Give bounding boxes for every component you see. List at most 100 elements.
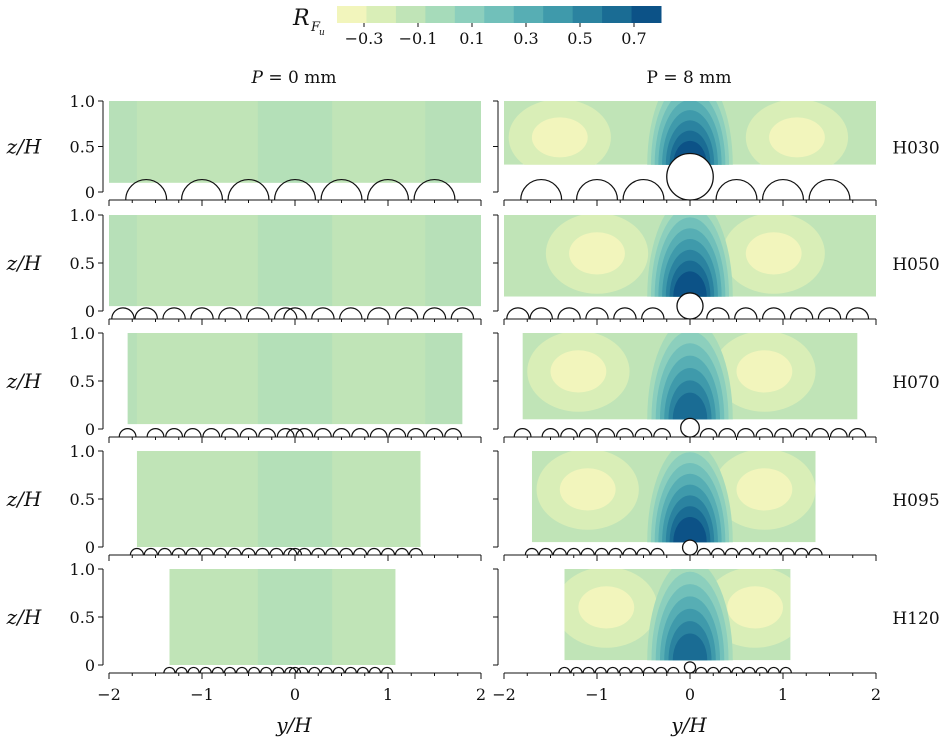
y-axis-label: z/H <box>6 369 42 393</box>
roughness-element <box>706 307 730 320</box>
contour-field <box>564 569 791 661</box>
colorbar-cell <box>484 6 515 23</box>
y-tick-label: 0 <box>85 656 95 675</box>
roughness-element <box>352 547 368 556</box>
roughness-element <box>239 428 258 438</box>
side-lobe-core <box>727 586 783 629</box>
roughness-element <box>129 547 145 556</box>
contour-field <box>109 215 481 307</box>
roughness-element <box>227 178 270 201</box>
roughness-element <box>246 307 270 320</box>
field-band <box>127 333 137 425</box>
roughness-element <box>325 547 340 556</box>
roughness-element <box>366 178 410 201</box>
contour-field <box>109 101 481 183</box>
panel-h120-p0: 0 0.5 1.0 <box>70 560 482 679</box>
roughness-element <box>641 307 665 320</box>
colorbar-cell <box>366 6 397 23</box>
side-lobe-core <box>559 468 616 511</box>
roughness-element <box>255 547 270 556</box>
roughness-element <box>724 547 739 556</box>
roughness-element <box>394 307 419 320</box>
plume-level <box>672 633 708 661</box>
colorbar-tick-label: 0.7 <box>621 29 646 48</box>
roughness-element <box>339 547 354 556</box>
roughness-element <box>774 428 792 438</box>
roughness-element <box>613 307 637 320</box>
roughness-element <box>313 428 332 438</box>
roughness-element <box>667 666 680 674</box>
roughness-element <box>163 666 176 674</box>
roughness-element <box>235 666 249 674</box>
roughness-element <box>211 666 224 674</box>
field-band <box>109 215 137 307</box>
roughness-element <box>297 547 312 556</box>
roughness-element <box>272 666 285 674</box>
plume-level <box>673 517 707 543</box>
roughness-element <box>541 428 560 438</box>
roughness-element <box>808 547 823 556</box>
roughness-element <box>761 178 805 201</box>
roughness-element <box>162 307 186 320</box>
y-tick-label: 1.0 <box>70 560 95 579</box>
side-lobe-core <box>531 117 588 158</box>
field-background <box>169 569 396 665</box>
field-band <box>257 451 333 547</box>
field-band <box>257 101 333 183</box>
y-tick-label: 1.0 <box>70 92 95 111</box>
roughness-element <box>199 547 214 556</box>
roughness-element <box>269 547 284 556</box>
roughness-element <box>422 307 447 320</box>
roughness-element <box>380 666 394 674</box>
x-axis: −2 −1 0 1 2 −2 −1 0 1 2 <box>97 685 881 704</box>
panel-h070-p0: 0 0.5 1.0 <box>70 324 482 443</box>
colorbar-tick-label: 0.1 <box>459 29 484 48</box>
roughness-element <box>761 307 786 320</box>
field-band <box>425 215 481 307</box>
y-axis-label: z/H <box>6 251 42 275</box>
roughness-element <box>356 666 370 674</box>
roughness-element <box>538 547 553 556</box>
y-tick-label: 0 <box>85 420 95 439</box>
colorbar-cell <box>513 6 544 23</box>
roughness-element <box>283 547 298 556</box>
roughness-element <box>654 666 668 674</box>
field-background <box>136 451 421 547</box>
roughness-element <box>444 428 463 438</box>
roughness-element <box>125 178 168 201</box>
x-tick-label: −2 <box>492 685 516 704</box>
roughness-element <box>848 428 867 438</box>
y-tick-label: 0.5 <box>70 138 95 157</box>
side-lobe-core <box>569 232 625 275</box>
roughness-element <box>311 547 326 556</box>
colorbar-cell <box>454 6 485 23</box>
field-band <box>425 333 463 425</box>
roughness-element <box>351 428 370 438</box>
roughness-element <box>580 547 595 556</box>
roughness-element <box>187 666 200 674</box>
roughness-element <box>594 666 607 674</box>
colorbar-cell <box>543 6 574 23</box>
y-axis-label: z/H <box>6 135 42 159</box>
colorbar-cell <box>425 6 456 23</box>
contour-field <box>169 569 396 665</box>
y-tick-label: 0 <box>85 538 95 557</box>
colorbar-label: R <box>292 6 310 31</box>
roughness-element <box>320 666 333 674</box>
field-band <box>257 569 333 665</box>
roughness-element <box>794 547 809 556</box>
colorbar-cell <box>395 6 426 23</box>
contour-field <box>522 333 858 420</box>
roughness-element <box>157 547 172 556</box>
roughness-element <box>560 428 579 438</box>
roughness-element <box>332 428 351 438</box>
row-label: H070 <box>892 373 939 393</box>
roughness-element <box>134 307 158 320</box>
roughness-element <box>767 666 780 674</box>
y-tick-label: 1.0 <box>70 442 95 461</box>
roughness-element <box>845 307 870 320</box>
roughness-element <box>524 547 540 556</box>
roughness-element <box>766 547 781 556</box>
roughness-element <box>789 307 814 320</box>
